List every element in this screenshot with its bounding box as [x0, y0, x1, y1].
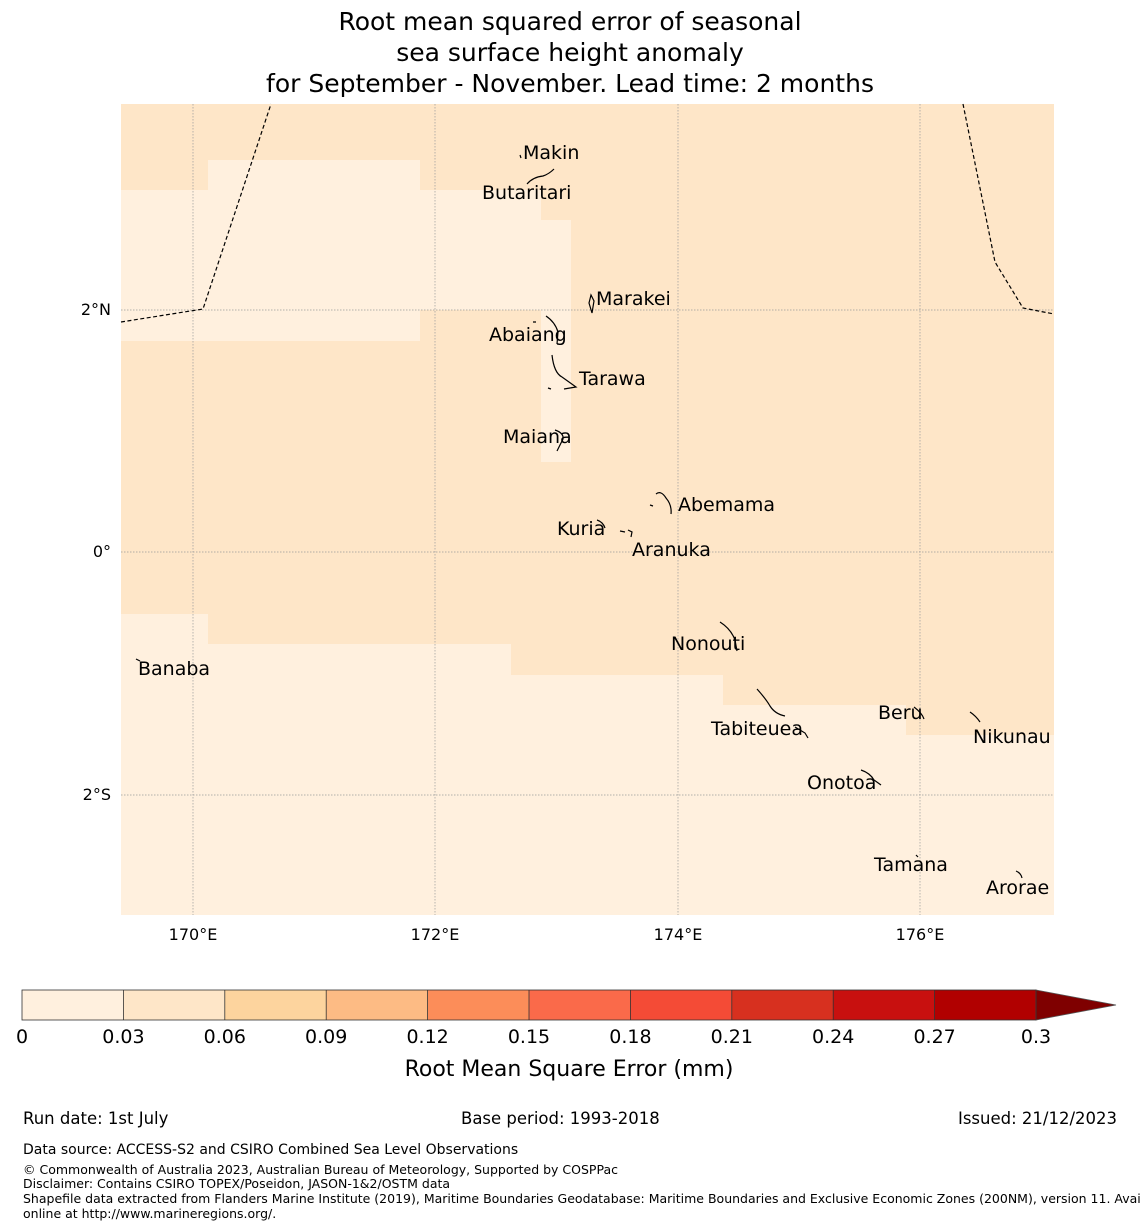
label-tarawa: Tarawa [578, 368, 646, 390]
colorbar-cell [934, 990, 1037, 1020]
label-makin: Makin [523, 142, 579, 164]
label-kuria: Kuria [557, 518, 605, 540]
island-kuria [596, 519, 606, 529]
colorbar-tick-label: 0 [16, 1026, 28, 1048]
colorbar-tick-label: 0.06 [204, 1026, 246, 1048]
label-marakei: Marakei [596, 288, 671, 310]
gridlines [121, 104, 1054, 915]
island-nikunau [969, 711, 981, 723]
colorbar-cell [123, 990, 226, 1020]
base-period: Base period: 1993-2018 [461, 1109, 660, 1128]
colorbar-cell [22, 990, 124, 1020]
colorbar-cell [630, 990, 733, 1020]
island-tamana [915, 854, 919, 858]
label-arorae: Arorae [986, 877, 1049, 899]
label-nonouti: Nonouti [671, 633, 745, 655]
low-rmse-region-strip [541, 310, 571, 462]
island-aranuka [619, 529, 633, 538]
low-rmse-region-south [906, 735, 1054, 915]
eez-boundary-west [120, 103, 272, 323]
shapefile-credit-line-1: Shapefile data extracted from Flanders M… [23, 1191, 1140, 1206]
title-line-3: for September - November. Lead time: 2 m… [266, 69, 874, 98]
colorbar-tick-label: 0.15 [508, 1026, 550, 1048]
label-abemama: Abemama [678, 494, 775, 516]
colorbar-tick-label: 0.21 [711, 1026, 753, 1048]
low-rmse-region-north [420, 190, 541, 310]
low-rmse-region-north [208, 160, 420, 341]
colorbar-label: Root Mean Square Error (mm) [405, 1057, 734, 1082]
island-tarawa [547, 354, 578, 390]
island-maiana [554, 429, 564, 452]
issued-date: Issued: 21/12/2023 [957, 1109, 1117, 1128]
colorbar-tick-label: 0.09 [305, 1026, 347, 1048]
colorbar-tick-label: 0.03 [102, 1026, 144, 1048]
longitude-labels: 170°E 172°E 174°E 176°E [169, 925, 945, 944]
colorbar-cell [427, 990, 530, 1020]
label-beru: Beru [878, 702, 923, 724]
lon-tick-label: 174°E [654, 925, 703, 944]
map-figure: Makin Butaritari Marakei Abaiang Tarawa … [16, 103, 1117, 1082]
island-banaba [135, 658, 141, 662]
low-rmse-region-north [541, 220, 571, 310]
colorbar-tick-label: 0.27 [913, 1026, 955, 1048]
island-beru [913, 706, 925, 720]
low-rmse-regions [121, 160, 1054, 915]
label-abaiang: Abaiang [489, 324, 567, 346]
chart-title: Root mean squared error of seasonal sea … [0, 6, 1140, 99]
lat-tick-label: 2°N [81, 300, 111, 319]
colorbar-cell [326, 990, 429, 1020]
label-onotoa: Onotoa [807, 772, 876, 794]
lon-tick-label: 176°E [896, 925, 945, 944]
data-source: Data source: ACCESS-S2 and CSIRO Combine… [23, 1142, 519, 1158]
eez-boundary-east [962, 103, 1055, 315]
island-outlines [135, 144, 1023, 879]
label-banaba: Banaba [138, 658, 210, 680]
colorbar-tick-label: 0.3 [1021, 1026, 1051, 1048]
island-arorae [1015, 870, 1023, 879]
place-labels: Makin Butaritari Marakei Abaiang Tarawa … [138, 142, 1051, 899]
label-aranuka: Aranuka [632, 539, 711, 561]
island-onotoa [860, 769, 882, 786]
colorbar-cell [833, 990, 936, 1020]
latitude-labels: 2°N 0° 2°S [81, 300, 111, 804]
copyright: © Commonwealth of Australia 2023, Austra… [23, 1162, 618, 1177]
title-line-2: sea surface height anomaly [396, 38, 744, 67]
disclaimer: Disclaimer: Contains CSIRO TOPEX/Poseido… [23, 1176, 451, 1191]
low-rmse-region-south [723, 705, 906, 915]
label-nikunau: Nikunau [973, 726, 1051, 748]
lon-tick-label: 172°E [411, 925, 460, 944]
colorbar: 0 0.03 0.06 0.09 0.12 0.15 0.18 0.21 0.24 0.27 0.3… [16, 989, 1117, 1082]
title-line-1: Root mean squared error of seasonal [338, 7, 802, 36]
colorbar-tick-label: 0.12 [406, 1026, 448, 1048]
colorbar-cell [224, 990, 327, 1020]
low-rmse-region-north [121, 190, 208, 341]
label-tabiteuea: Tabiteuea [710, 718, 803, 740]
lat-tick-label: 0° [93, 542, 111, 561]
colorbar-cell [529, 990, 631, 1020]
colorbar-tick-label: 0.18 [609, 1026, 651, 1048]
island-marakei [588, 293, 595, 314]
low-rmse-region-south [208, 644, 511, 915]
eez-boundaries [120, 103, 1055, 323]
colorbar-cell [731, 990, 834, 1020]
label-tamana: Tamana [873, 854, 948, 876]
colorbar-frame [21, 989, 1037, 1021]
lon-tick-label: 170°E [169, 925, 218, 944]
island-makin [519, 144, 555, 159]
run-date: Run date: 1st July [23, 1109, 169, 1128]
island-nonouti [719, 621, 738, 652]
colorbar-extend-arrow [1035, 989, 1117, 1021]
label-butaritari: Butaritari [482, 182, 571, 204]
colorbar-tick-label: 0.24 [812, 1026, 854, 1048]
low-rmse-region-south [121, 614, 208, 915]
island-abemama [649, 492, 672, 515]
island-tabiteuea [756, 688, 809, 739]
shapefile-credit-line-2: online at http://www.marineregions.org/. [23, 1206, 277, 1221]
island-abaiang [533, 315, 559, 345]
label-maiana: Maiana [503, 426, 572, 448]
island-butaritari [526, 168, 555, 185]
lat-tick-label: 2°S [83, 785, 111, 804]
